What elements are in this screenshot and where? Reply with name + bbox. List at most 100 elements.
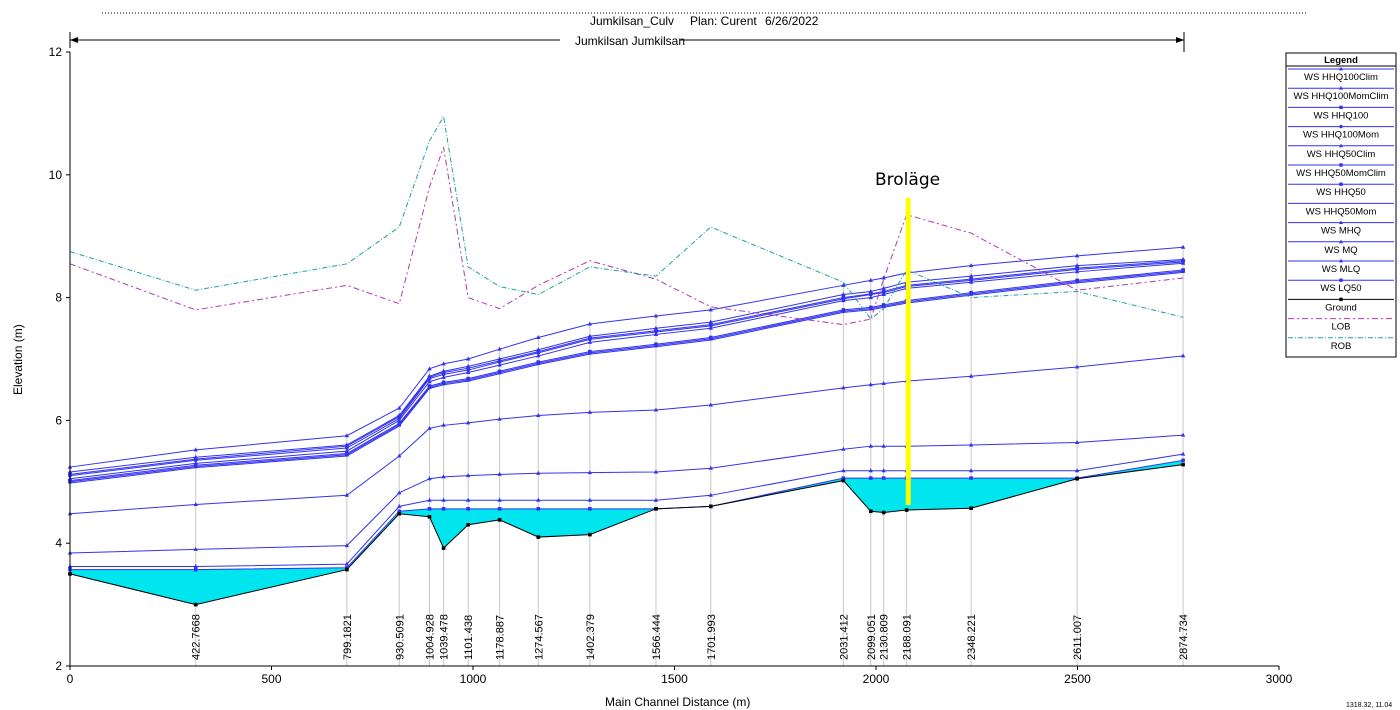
series-point (653, 407, 659, 412)
series-point (868, 476, 873, 480)
series-point (1181, 462, 1185, 467)
series-point (708, 336, 713, 341)
series-point (968, 442, 974, 447)
series-point (868, 468, 873, 473)
station-label: 1039.478 (439, 614, 451, 660)
series-point (441, 497, 446, 502)
series-point (193, 502, 198, 507)
series-point (841, 385, 846, 390)
series-point (345, 565, 349, 570)
plan-label: Plan: Curent (690, 14, 757, 28)
station-label: 930.5091 (394, 614, 406, 660)
series-point (1074, 364, 1080, 369)
series-point (841, 292, 846, 297)
series-point (345, 452, 349, 457)
series-point (968, 468, 974, 473)
series-line-ws-hhq100 (69, 260, 1184, 475)
series-point (654, 343, 658, 348)
series-point (536, 497, 541, 502)
series-point (427, 366, 432, 371)
series-point (1181, 458, 1185, 463)
series-point (344, 543, 350, 548)
series-point (868, 277, 873, 282)
axis-ticks: 0 500 1000 1500 2000 2500 3000 2 4 6 8 10 12 (49, 45, 1293, 686)
legend-entry-label: WS LQ50 (1320, 283, 1361, 294)
series-point (653, 313, 659, 318)
legend-entry-label: WS HHQ50MomClim (1296, 168, 1386, 179)
series-point (969, 476, 973, 480)
series-point (497, 497, 502, 502)
series-point (466, 366, 470, 371)
chart-title: Jumkilsan_Culv (590, 14, 674, 28)
legend-entry-label: WS MQ (1324, 245, 1357, 256)
legend-entry-label: Ground (1325, 302, 1357, 313)
series-point (881, 285, 886, 290)
legend-entry-label: LOB (1331, 322, 1350, 333)
y-tick-label: 6 (55, 413, 62, 427)
series-point (841, 446, 846, 451)
series-point (653, 331, 659, 336)
series-point (497, 518, 502, 522)
series-point (868, 382, 873, 387)
series-point (344, 433, 350, 438)
series-point (397, 417, 402, 422)
series-point (536, 412, 541, 417)
series-point (587, 497, 593, 502)
y-tick-label: 8 (55, 291, 62, 305)
legend-marker (1339, 124, 1343, 129)
series-point (427, 507, 432, 511)
series-point (344, 448, 350, 453)
series-point (708, 325, 713, 330)
series-point (465, 420, 471, 425)
water-fill-area (70, 460, 1184, 605)
series-point (344, 561, 350, 566)
legend-entry-label: WS MHQ (1321, 226, 1361, 237)
series-point (193, 458, 198, 463)
series-point (466, 507, 470, 511)
y-tick-label: 10 (49, 168, 63, 182)
legend-entry-label: WS HHQ100MomClim (1293, 91, 1388, 102)
series-point (1074, 263, 1080, 268)
x-tick-label: 0 (67, 672, 74, 686)
series-point (536, 361, 541, 366)
series-point (441, 361, 446, 366)
series-line-lob (69, 147, 1184, 326)
legend: Legend WS HHQ100Clim WS HHQ100MomClim WS H… (1285, 52, 1397, 358)
series-point (868, 443, 873, 448)
series-point (497, 370, 502, 375)
station-label: 2099.051 (866, 614, 878, 660)
series-line-ws-hhq100momclim (69, 259, 1184, 473)
series-point (465, 356, 471, 361)
series-point (193, 567, 198, 572)
series-point (881, 304, 886, 308)
series-point (1180, 260, 1186, 265)
series-point (708, 307, 713, 312)
series-point (441, 370, 446, 375)
legend-entry-label: WS HHQ100Clim (1304, 72, 1378, 83)
x-tick-label: 1000 (460, 672, 487, 686)
series-point (344, 492, 350, 497)
bridge-label: Broläge (875, 170, 940, 190)
series-point (1180, 432, 1186, 437)
legend-box (1285, 52, 1397, 358)
series-point (1074, 468, 1080, 473)
legend-title: Legend (1324, 55, 1358, 66)
series-point (441, 381, 446, 386)
series-point (536, 470, 541, 475)
station-label: 2031.412 (838, 614, 850, 660)
legend-marker (1339, 66, 1343, 71)
series-point (193, 464, 198, 469)
reach-arrow (69, 32, 1185, 52)
series-point (441, 374, 446, 379)
series-line-ws-hhq50momclim (69, 269, 1184, 482)
series-point (497, 416, 502, 421)
series-point (654, 507, 658, 511)
series-point (904, 508, 909, 512)
legend-marker (1339, 163, 1343, 167)
series-point (397, 414, 402, 419)
station-label: 2348.221 (966, 614, 978, 660)
series-point (497, 507, 502, 511)
legend-entry-label: WS HHQ100 (1314, 110, 1369, 121)
station-label: 1178.887 (495, 615, 507, 660)
